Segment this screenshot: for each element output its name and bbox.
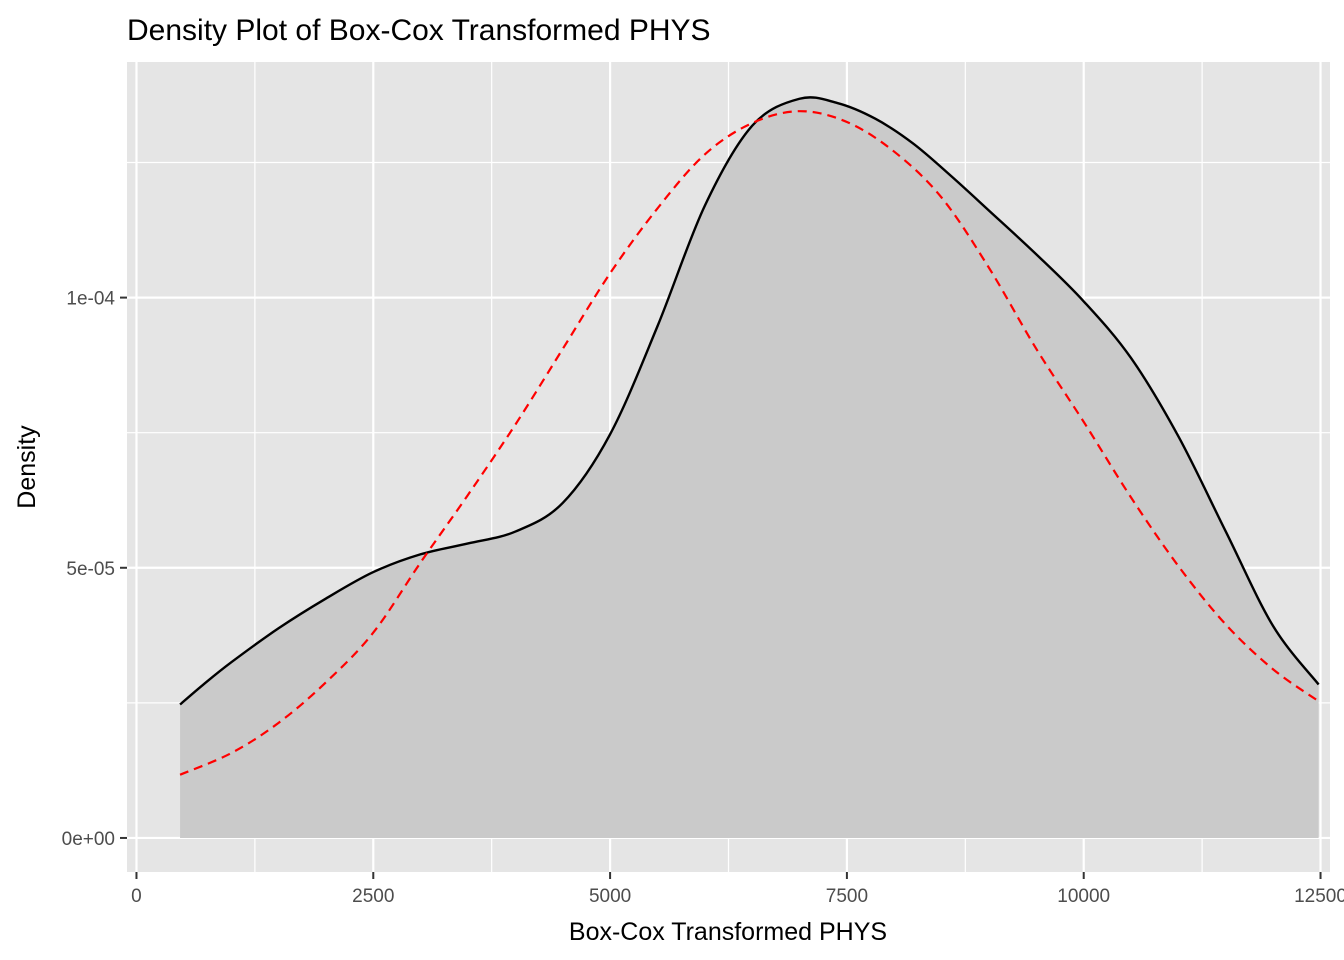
series-layer [179,96,1320,838]
y-tick-label: 1e-04 [66,289,115,310]
x-axis: 0 2500 5000 7500 10000 12500 [131,872,1344,907]
y-axis-title: Density [13,425,41,509]
x-axis-title: Box-Cox Transformed PHYS [569,918,887,946]
chart-title: Density Plot of Box-Cox Transformed PHYS [127,14,711,47]
x-tick-label: 12500 [1294,886,1344,907]
normal-curve [179,110,1320,776]
density-curve [179,96,1320,706]
x-tick-label: 7500 [826,886,868,907]
x-tick-label: 0 [131,886,142,907]
x-tick-label: 10000 [1057,886,1110,907]
x-tick-label: 2500 [352,886,394,907]
x-tick-label: 5000 [589,886,631,907]
y-tick-label: 0e+00 [62,829,115,850]
density-area [180,97,1319,838]
y-axis: 0e+00 5e-05 1e-04 [62,289,127,850]
y-tick-label: 5e-05 [66,559,115,580]
